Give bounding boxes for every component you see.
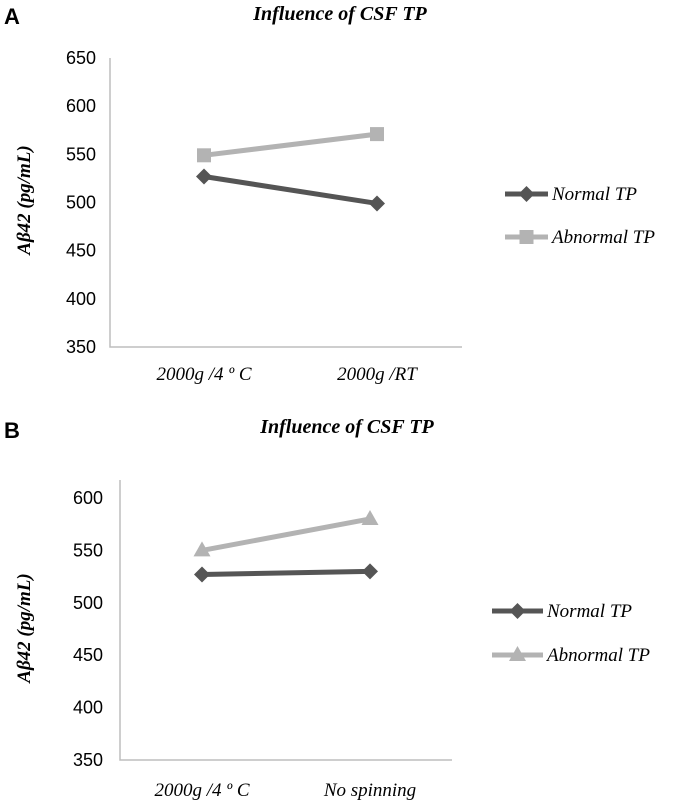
y-tick-label: 450 xyxy=(73,645,103,665)
y-tick-label: 550 xyxy=(66,144,96,164)
y-tick-label: 500 xyxy=(66,193,96,213)
y-axis-label-a: Aβ42 (pg/mL) xyxy=(14,145,35,255)
series-line-abnormal-tp xyxy=(203,131,378,158)
legend-label: Abnormal TP xyxy=(550,227,655,248)
legend-a: Normal TP Abnormal TP xyxy=(505,184,655,248)
y-tick-label: 600 xyxy=(66,96,96,116)
chart-title-b: Influence of CSF TP xyxy=(259,416,434,438)
panel-a: A Influence of CSF TP Aβ42 (pg/mL) 350 40… xyxy=(4,3,655,385)
legend-marker xyxy=(509,646,526,661)
y-tick-label: 350 xyxy=(73,750,103,770)
series-group-a xyxy=(196,127,385,212)
x-ticks-a: 2000g /4 º C 2000g /RT xyxy=(156,364,418,385)
y-axis-label-b: Aβ42 (pg/mL) xyxy=(14,573,35,683)
y-tick-label: 550 xyxy=(73,540,103,560)
chart-title-a: Influence of CSF TP xyxy=(252,3,427,25)
data-point-abnormal-tp xyxy=(193,541,211,557)
data-point-abnormal-tp xyxy=(370,127,384,142)
data-point-normal-tp xyxy=(196,168,212,185)
y-ticks-b: 350 400 450 500 550 600 xyxy=(73,488,103,770)
series-line-normal-tp xyxy=(203,174,378,206)
y-tick-label: 400 xyxy=(66,289,96,309)
panel-label-b: B xyxy=(4,418,20,443)
legend-marker xyxy=(518,186,535,202)
data-point-normal-tp xyxy=(362,563,378,580)
x-tick-label: 2000g /RT xyxy=(337,364,418,385)
x-ticks-b: 2000g /4 º C No spinning xyxy=(154,780,416,801)
legend-label: Normal TP xyxy=(546,601,632,622)
y-tick-label: 650 xyxy=(66,48,96,68)
legend-b: Normal TP Abnormal TP xyxy=(492,601,650,666)
series-group-b xyxy=(193,509,379,583)
legend-marker xyxy=(509,603,526,619)
data-point-abnormal-tp xyxy=(361,509,379,525)
panel-label-a: A xyxy=(4,4,20,29)
y-tick-label: 500 xyxy=(73,593,103,613)
data-point-normal-tp xyxy=(369,195,385,212)
legend-label: Normal TP xyxy=(551,184,637,205)
legend-label: Abnormal TP xyxy=(545,645,650,666)
panel-b: B Influence of CSF TP Aβ42 (pg/mL) 350 40… xyxy=(4,416,650,801)
y-tick-label: 400 xyxy=(73,698,103,718)
y-tick-label: 350 xyxy=(66,337,96,357)
legend-marker xyxy=(519,230,534,244)
y-tick-label: 450 xyxy=(66,241,96,261)
x-tick-label: 2000g /4 º C xyxy=(156,364,251,385)
data-point-normal-tp xyxy=(194,566,210,583)
series-line-abnormal-tp xyxy=(201,516,371,553)
y-tick-label: 600 xyxy=(73,488,103,508)
data-point-abnormal-tp xyxy=(197,148,211,163)
x-tick-label: No spinning xyxy=(323,780,416,801)
y-ticks-a: 350 400 450 500 550 600 650 xyxy=(66,48,96,357)
x-tick-label: 2000g /4 º C xyxy=(154,780,249,801)
axis-frame-a xyxy=(109,58,462,348)
axis-frame-b xyxy=(119,480,452,761)
series-line-normal-tp xyxy=(201,568,371,578)
